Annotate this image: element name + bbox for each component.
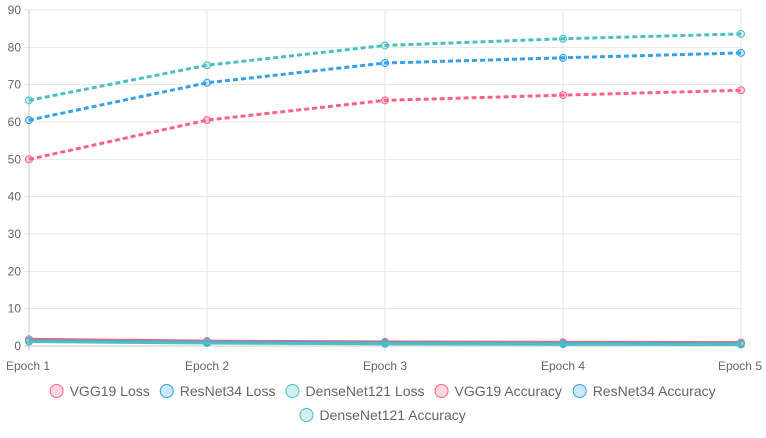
series-vgg19-accuracy <box>25 86 745 164</box>
y-tick-label: 0 <box>14 339 21 353</box>
data-point[interactable] <box>203 339 211 348</box>
series-line <box>28 51 742 122</box>
legend-label: VGG19 Loss <box>70 383 150 399</box>
x-tick-label: Epoch 5 <box>718 359 762 373</box>
data-point[interactable] <box>25 96 33 105</box>
x-tick-label: Epoch 1 <box>6 359 50 373</box>
y-tick-label: 80 <box>8 40 22 54</box>
legend-marker-icon <box>159 384 174 398</box>
y-tick-label: 90 <box>8 3 22 17</box>
data-point[interactable] <box>559 34 567 43</box>
series-resnet34-accuracy <box>25 48 745 125</box>
data-point[interactable] <box>381 339 389 348</box>
y-tick-label: 60 <box>8 115 22 129</box>
legend-label: ResNet34 Accuracy <box>593 383 716 399</box>
legend-label: ResNet34 Loss <box>180 383 276 399</box>
legend-marker-icon <box>49 384 64 398</box>
series-line <box>28 88 742 161</box>
data-point[interactable] <box>381 59 389 68</box>
y-tick-label: 10 <box>8 302 22 316</box>
data-point[interactable] <box>203 61 211 70</box>
legend-item[interactable]: DenseNet121 Accuracy <box>299 407 466 423</box>
series-densenet121-loss <box>25 337 745 349</box>
legend-item[interactable]: VGG19 Accuracy <box>434 383 562 399</box>
data-point[interactable] <box>559 53 567 62</box>
x-tick-label: Epoch 3 <box>363 359 407 373</box>
x-tick-label: Epoch 2 <box>185 359 229 373</box>
data-point[interactable] <box>737 86 745 95</box>
legend-label: VGG19 Accuracy <box>455 383 562 399</box>
data-point[interactable] <box>737 29 745 38</box>
legend-marker-icon <box>434 384 449 398</box>
legend-label: DenseNet121 Accuracy <box>319 407 465 423</box>
y-tick-label: 20 <box>8 264 22 278</box>
data-point[interactable] <box>203 116 211 125</box>
series-densenet121-accuracy <box>25 29 745 105</box>
data-point[interactable] <box>737 340 745 349</box>
legend-marker-icon <box>285 384 300 398</box>
data-point[interactable] <box>381 96 389 105</box>
y-tick-label: 40 <box>8 190 22 204</box>
data-point[interactable] <box>25 337 33 346</box>
y-tick-label: 70 <box>8 78 22 92</box>
data-point[interactable] <box>559 91 567 100</box>
y-tick-label: 50 <box>8 152 22 166</box>
data-point[interactable] <box>737 48 745 57</box>
series-layer <box>25 29 745 349</box>
grid-layer <box>24 9 742 351</box>
series-line <box>28 340 742 347</box>
data-point[interactable] <box>25 155 33 164</box>
y-tick-label: 30 <box>8 227 22 241</box>
legend-item[interactable]: VGG19 Loss <box>49 383 150 399</box>
legend-item[interactable]: ResNet34 Accuracy <box>572 383 716 399</box>
legend-item[interactable]: DenseNet121 Loss <box>285 383 425 399</box>
legend-label: DenseNet121 Loss <box>305 383 424 399</box>
series-line <box>28 32 742 102</box>
x-tick-label: Epoch 4 <box>541 359 585 373</box>
data-point[interactable] <box>203 78 211 87</box>
legend: VGG19 Loss ResNet34 Loss DenseNet121 Loss V… <box>49 383 716 423</box>
legend-marker-icon <box>299 408 314 422</box>
legend-item[interactable]: ResNet34 Loss <box>159 383 276 399</box>
axis-layer: 0 10 20 30 40 50 60 70 80 90 Epoch 1 Epoch 2 Epoch 3… <box>6 3 762 373</box>
data-point[interactable] <box>381 41 389 50</box>
legend-marker-icon <box>572 384 587 398</box>
data-point[interactable] <box>559 340 567 349</box>
data-point[interactable] <box>25 116 33 125</box>
